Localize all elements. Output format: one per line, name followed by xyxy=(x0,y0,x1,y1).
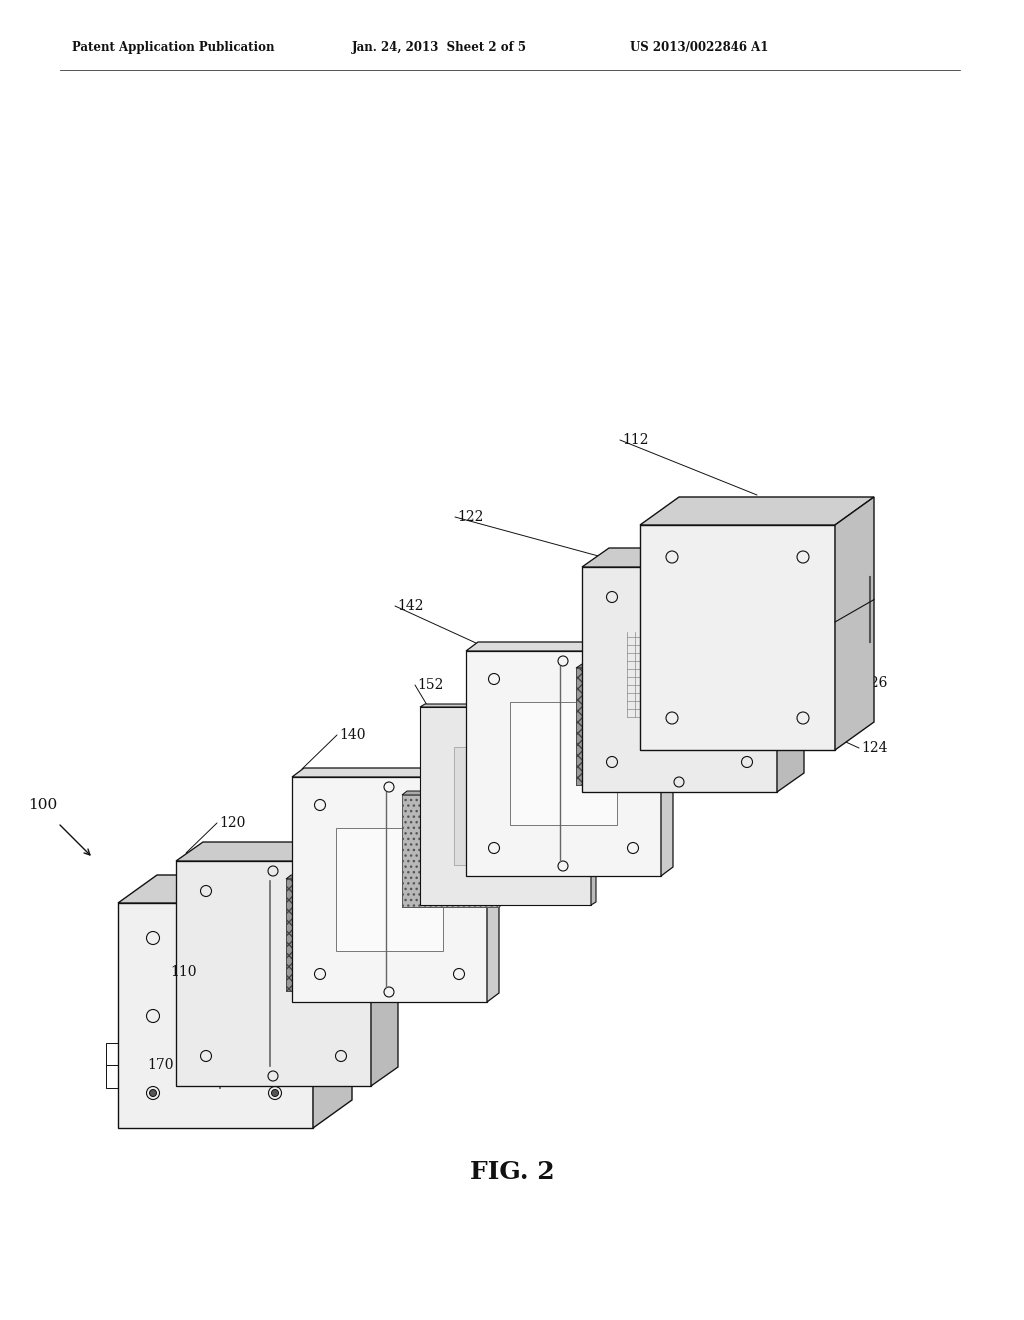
Text: 130: 130 xyxy=(329,906,355,919)
Polygon shape xyxy=(118,903,313,1129)
Circle shape xyxy=(307,1012,315,1020)
Text: 124: 124 xyxy=(861,741,888,755)
Polygon shape xyxy=(176,861,371,1086)
Polygon shape xyxy=(582,548,804,568)
Polygon shape xyxy=(292,777,487,1002)
Text: 142: 142 xyxy=(397,599,424,612)
Text: 140: 140 xyxy=(339,729,366,742)
Text: 100: 100 xyxy=(28,799,57,812)
Text: 160: 160 xyxy=(407,816,433,830)
Text: Patent Application Publication: Patent Application Publication xyxy=(72,41,274,54)
Bar xyxy=(454,747,556,865)
Polygon shape xyxy=(286,879,383,991)
Polygon shape xyxy=(677,664,683,785)
Bar xyxy=(286,879,383,991)
Text: 120: 120 xyxy=(219,816,246,830)
Polygon shape xyxy=(466,642,673,651)
Polygon shape xyxy=(582,568,777,792)
Polygon shape xyxy=(402,795,499,907)
Circle shape xyxy=(150,1089,157,1097)
Text: 122: 122 xyxy=(457,510,483,524)
Polygon shape xyxy=(286,875,388,879)
Text: 126: 126 xyxy=(861,676,888,690)
Text: 152: 152 xyxy=(417,678,443,692)
Text: 112: 112 xyxy=(622,433,648,447)
Polygon shape xyxy=(420,708,591,906)
Text: 150: 150 xyxy=(572,829,598,843)
Bar xyxy=(510,702,617,825)
Circle shape xyxy=(271,1089,279,1097)
Polygon shape xyxy=(466,651,662,876)
Bar xyxy=(402,795,499,907)
Bar xyxy=(575,668,677,785)
Text: 132: 132 xyxy=(477,649,504,664)
Text: FIG. 2: FIG. 2 xyxy=(470,1160,554,1184)
Polygon shape xyxy=(313,875,352,1129)
Text: US 2013/0022846 A1: US 2013/0022846 A1 xyxy=(630,41,768,54)
Polygon shape xyxy=(383,875,388,991)
Polygon shape xyxy=(640,525,835,750)
Polygon shape xyxy=(499,791,504,907)
Polygon shape xyxy=(591,704,596,906)
Polygon shape xyxy=(371,842,398,1086)
Bar xyxy=(336,828,443,950)
Polygon shape xyxy=(402,791,504,795)
Polygon shape xyxy=(575,668,677,785)
Polygon shape xyxy=(640,498,874,525)
Polygon shape xyxy=(777,548,804,792)
Polygon shape xyxy=(487,768,499,1002)
Polygon shape xyxy=(835,498,874,750)
Text: 170: 170 xyxy=(147,1059,173,1072)
Polygon shape xyxy=(176,842,398,861)
Text: 110: 110 xyxy=(170,965,197,978)
Text: Jan. 24, 2013  Sheet 2 of 5: Jan. 24, 2013 Sheet 2 of 5 xyxy=(352,41,527,54)
Polygon shape xyxy=(118,875,352,903)
Polygon shape xyxy=(420,704,596,708)
Polygon shape xyxy=(575,664,683,668)
Polygon shape xyxy=(292,768,499,777)
Polygon shape xyxy=(662,642,673,876)
